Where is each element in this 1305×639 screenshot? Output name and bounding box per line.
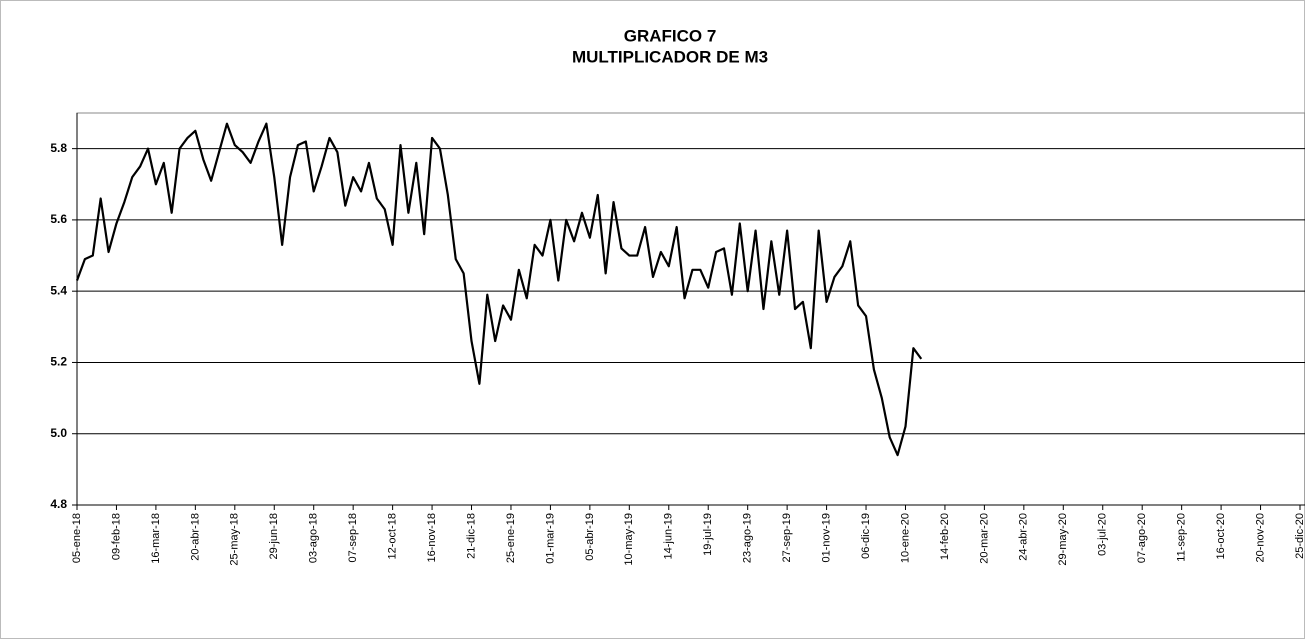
x-tick-label: 27-sep-19 [781, 513, 793, 563]
y-tick-label: 5.0 [50, 426, 67, 440]
y-tick-label: 4.8 [50, 497, 67, 511]
x-tick-label: 24-abr-20 [1018, 513, 1030, 561]
x-tick-label: 14-feb-20 [939, 513, 951, 560]
y-tick-label: 5.8 [50, 141, 67, 155]
y-tick-label: 5.2 [50, 355, 67, 369]
x-tick-label: 10-ene-20 [899, 513, 911, 563]
x-tick-label: 01-nov-19 [820, 513, 832, 563]
x-tick-label: 01-mar-19 [544, 513, 556, 564]
x-tick-label: 07-ago-20 [1136, 513, 1148, 563]
x-tick-label: 14-jun-19 [663, 513, 675, 559]
x-tick-label: 29-jun-18 [268, 513, 280, 559]
chart-title: GRAFICO 7 [624, 26, 717, 45]
y-tick-label: 5.4 [50, 283, 67, 297]
x-tick-label: 23-ago-19 [742, 513, 754, 563]
x-tick-label: 05-abr-19 [584, 513, 596, 561]
x-tick-label: 16-nov-18 [426, 513, 438, 563]
x-tick-label: 25-may-18 [229, 513, 241, 566]
chart-subtitle: MULTIPLICADOR DE M3 [572, 47, 768, 66]
x-tick-label: 11-sep-20 [1176, 513, 1188, 562]
x-tick-label: 16-oct-20 [1215, 513, 1227, 559]
x-tick-label: 10-may-19 [623, 513, 635, 566]
x-tick-label: 03-ago-18 [308, 513, 320, 563]
x-tick-label: 12-oct-18 [387, 513, 399, 559]
data-line [75, 122, 923, 457]
x-tick-label: 06-dic-19 [860, 513, 872, 559]
x-tick-label: 09-feb-18 [110, 513, 122, 560]
x-tick-label: 29-may-20 [1057, 513, 1069, 566]
x-tick-label: 25-dic-20 [1294, 513, 1305, 559]
y-tick-label: 5.6 [50, 212, 67, 226]
x-tick-label: 20-nov-20 [1254, 513, 1266, 563]
x-tick-label: 20-mar-20 [978, 513, 990, 564]
x-tick-label: 05-ene-18 [71, 513, 83, 563]
x-tick-label: 07-sep-18 [347, 513, 359, 563]
x-tick-label: 25-ene-19 [505, 513, 517, 563]
x-tick-label: 19-jul-19 [702, 513, 714, 556]
x-tick-label: 03-jul-20 [1097, 513, 1109, 556]
x-tick-label: 21-dic-18 [465, 513, 477, 559]
x-tick-label: 16-mar-18 [150, 513, 162, 564]
x-tick-label: 20-abr-18 [189, 513, 201, 561]
